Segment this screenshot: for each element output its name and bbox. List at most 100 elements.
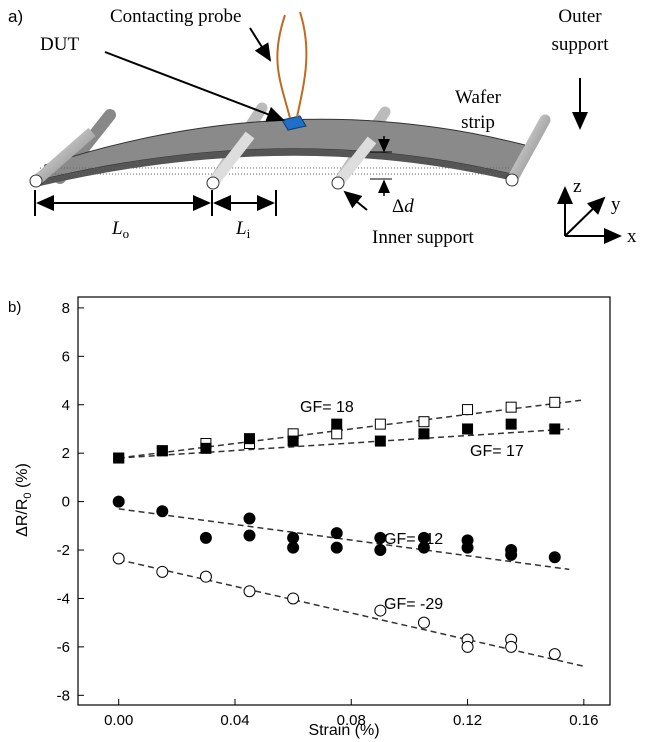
y-tick-label: -2 (57, 542, 70, 559)
x-axis-label: Strain (%) (308, 722, 379, 739)
x-tick-label: 0.12 (453, 712, 482, 729)
square-marker (549, 423, 561, 435)
label: DUT (40, 34, 79, 55)
square-marker (287, 435, 299, 447)
x-tick-label: 0.00 (104, 712, 133, 729)
circle-marker (374, 604, 387, 617)
y-tick-label: 8 (62, 300, 70, 317)
axis-arrow (564, 196, 606, 237)
x-tick-label: 0.16 (569, 712, 598, 729)
label: Wafer (455, 87, 502, 108)
annotation: GF= 18 (300, 399, 354, 416)
circle-marker (330, 527, 343, 540)
circle-marker (243, 512, 256, 525)
label-part: (%) (14, 463, 31, 492)
wafer-edge (40, 148, 515, 186)
y-tick-label: 2 (62, 445, 70, 462)
square-marker (505, 418, 517, 430)
label: Δd (392, 196, 414, 217)
y-tick-label: -4 (57, 590, 70, 607)
y-tick-label: 4 (62, 397, 70, 414)
circle-marker (461, 640, 474, 653)
arrow (104, 51, 285, 122)
square-marker (418, 416, 430, 428)
probe-wire (296, 11, 308, 118)
circle-marker (374, 544, 387, 557)
fit-line (118, 508, 570, 571)
annotation: GF= -29 (384, 596, 443, 613)
label: Contacting probe (110, 6, 241, 27)
y-tick-label: 0 (62, 494, 70, 511)
y-axis-label: ΔR/R0 (%) (14, 463, 34, 537)
axis-name: x (627, 226, 637, 247)
y-tick-label: -6 (57, 639, 70, 656)
label: Inner support (372, 227, 475, 248)
square-marker (374, 418, 386, 430)
arrow (343, 190, 368, 211)
annotation: GF= -12 (384, 531, 443, 548)
rod-end (29, 174, 43, 188)
label-part: d (404, 196, 414, 217)
square-marker (462, 423, 474, 435)
label-part: 0 (22, 492, 34, 498)
circle-marker (156, 565, 169, 578)
rod-end (331, 176, 345, 190)
square-marker (462, 404, 474, 416)
circle-marker (330, 541, 343, 554)
circle-marker (112, 495, 125, 508)
circle-marker (243, 585, 256, 598)
circle-marker (199, 531, 212, 544)
diagram (29, 11, 622, 244)
x-tick-label: 0.04 (220, 712, 249, 729)
panel-label: a) (8, 7, 23, 26)
label: Outer (558, 6, 602, 27)
square-marker (505, 401, 517, 413)
circle-marker (548, 551, 561, 564)
rod-end (505, 173, 519, 187)
fit-line (118, 428, 570, 459)
circle-marker (287, 541, 300, 554)
annotation: GF= 17 (470, 443, 524, 460)
circle-marker (417, 616, 430, 629)
label-part: o (123, 226, 130, 241)
label: Lo (111, 218, 129, 241)
arrow (249, 27, 272, 62)
y-tick-label: 6 (62, 348, 70, 365)
square-marker (549, 396, 561, 408)
square-marker (244, 433, 256, 445)
axis-name: y (611, 194, 621, 215)
plot-frame (77, 296, 611, 706)
rod-end (206, 176, 220, 190)
circle-marker (505, 548, 518, 561)
axis-name: z (573, 176, 581, 197)
inner-rod (333, 136, 377, 187)
square-marker (331, 428, 343, 440)
circle-marker (548, 648, 561, 661)
circle-marker (156, 505, 169, 518)
circle-marker (112, 552, 125, 565)
label-part: L (111, 218, 123, 239)
square-marker (200, 442, 212, 454)
circle-marker (199, 570, 212, 583)
label: Li (235, 218, 251, 241)
label-part: i (247, 226, 251, 241)
circle-marker (287, 592, 300, 605)
outer-rod (32, 127, 96, 186)
square-marker (331, 418, 343, 430)
label-part: L (235, 218, 247, 239)
label-part: Δ (392, 196, 404, 217)
panel-label: b) (8, 299, 21, 316)
probe-wire (276, 14, 291, 119)
inner-rod (208, 131, 255, 187)
square-marker (156, 445, 168, 457)
circle-marker (374, 531, 387, 544)
x-tick-label: 0.08 (337, 712, 366, 729)
label-part: ΔR/R (14, 499, 31, 537)
circle-marker (243, 529, 256, 542)
circle-marker (461, 541, 474, 554)
y-tick-label: -8 (57, 687, 70, 704)
circle-marker (505, 640, 518, 653)
label: support (552, 34, 610, 55)
